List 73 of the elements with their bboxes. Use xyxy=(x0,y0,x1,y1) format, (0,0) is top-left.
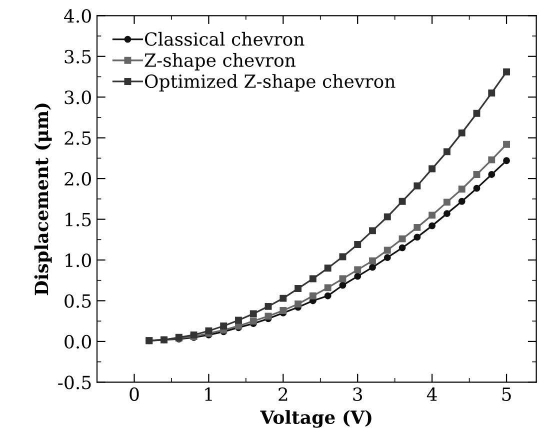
y-tick-label: 4.0 xyxy=(64,9,91,23)
x-tick-label: 2 xyxy=(278,387,288,401)
point xyxy=(488,171,496,178)
y-axis-title: Displacement (μm) xyxy=(34,104,52,296)
x-tick-label: 1 xyxy=(205,387,212,401)
x-tick-label: 3 xyxy=(353,387,362,402)
x-tick-label: 4 xyxy=(426,387,437,401)
point xyxy=(384,246,391,254)
legend-label: Z-shape chevron xyxy=(144,52,296,70)
point xyxy=(428,165,436,172)
point xyxy=(205,327,212,334)
point xyxy=(443,148,450,156)
point xyxy=(428,222,436,230)
point xyxy=(488,90,496,96)
point xyxy=(473,171,480,178)
y-tick-label: 0.5 xyxy=(64,294,91,308)
y-tick-label: 1.0 xyxy=(66,253,91,268)
point xyxy=(473,110,480,117)
x-axis-title: Voltage (V) xyxy=(260,410,372,428)
point xyxy=(294,300,302,308)
point xyxy=(220,322,228,330)
point xyxy=(488,156,496,164)
point xyxy=(414,234,421,241)
point xyxy=(458,198,466,205)
point xyxy=(339,275,346,282)
x-tick-label: 0 xyxy=(130,387,139,402)
point xyxy=(414,182,421,190)
point xyxy=(414,224,421,231)
point xyxy=(250,310,257,318)
y-tick-label: 2.0 xyxy=(64,172,91,186)
point xyxy=(309,275,316,282)
point xyxy=(309,292,316,300)
point xyxy=(280,307,287,314)
point xyxy=(398,198,406,205)
point xyxy=(428,212,436,219)
point xyxy=(369,264,376,271)
point xyxy=(294,285,302,292)
point xyxy=(458,186,466,193)
point xyxy=(473,184,480,192)
point xyxy=(324,284,332,292)
point xyxy=(384,254,391,262)
y-tick-label: -0.5 xyxy=(58,376,91,390)
y-tick-label: 3.5 xyxy=(64,50,91,64)
point xyxy=(443,210,450,218)
y-tick-label: 1.5 xyxy=(66,212,91,226)
point xyxy=(369,257,376,264)
point xyxy=(458,129,466,136)
point xyxy=(264,302,272,310)
point xyxy=(503,157,510,164)
point xyxy=(354,266,362,274)
legend-label: Optimized Z-shape chevron xyxy=(144,74,396,92)
point xyxy=(339,253,346,260)
point xyxy=(250,318,257,325)
point xyxy=(443,198,450,206)
y-tick-label: 2.5 xyxy=(64,131,91,145)
y-tick-label: 0.0 xyxy=(64,334,91,349)
point xyxy=(235,316,242,324)
point xyxy=(369,227,376,234)
point xyxy=(354,241,362,248)
point xyxy=(503,68,510,76)
point xyxy=(324,292,332,300)
point xyxy=(398,244,406,252)
point xyxy=(384,213,391,220)
point xyxy=(398,235,406,242)
point xyxy=(280,294,287,302)
point xyxy=(264,312,272,320)
point xyxy=(354,272,362,280)
legend-label: Classical chevron xyxy=(144,32,304,46)
point xyxy=(324,264,332,272)
y-tick-label: 3.0 xyxy=(64,90,91,104)
point xyxy=(503,140,510,148)
point xyxy=(339,282,346,289)
x-tick-label: 5 xyxy=(502,388,511,402)
